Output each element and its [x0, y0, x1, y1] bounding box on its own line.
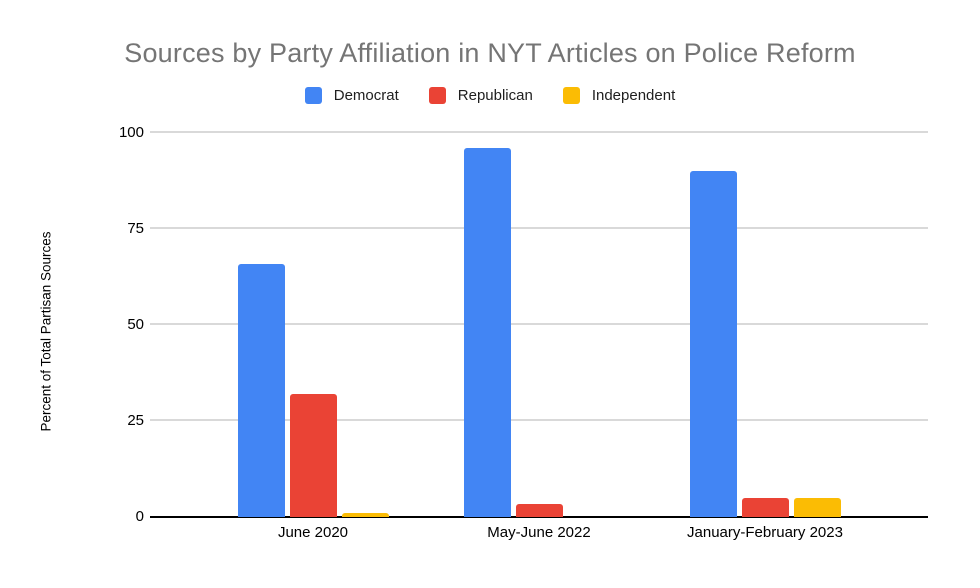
legend-swatch-democrat [304, 87, 322, 104]
bar-group-may-june-2022 [426, 133, 652, 517]
y-tick-label-0: 0 [135, 508, 144, 525]
chart-title: Sources by Party Affiliation in NYT Arti… [124, 38, 856, 68]
legend-label: Republican [457, 87, 533, 104]
x-tick-label-january-february-2023: January-February 2023 [687, 524, 843, 541]
gridline-25 [150, 419, 928, 421]
y-tick-label-25: 25 [127, 412, 144, 429]
legend-swatch-republican [428, 87, 446, 104]
y-tick-label-75: 75 [127, 220, 144, 237]
x-tick-label-may-june-2022: May-June 2022 [487, 524, 591, 541]
gridline-100 [150, 131, 928, 133]
legend-item-republican: Republican [428, 87, 533, 104]
bar-democrat-june-2020 [237, 264, 285, 517]
bar-independent-june-2020 [341, 513, 389, 517]
bar-democrat-may-june-2022 [463, 148, 511, 517]
legend-item-democrat: Democrat [304, 87, 399, 104]
bar-republican-january-february-2023 [741, 498, 789, 517]
bar-groups [150, 133, 928, 517]
y-tick-label-50: 50 [127, 316, 144, 333]
x-axis-line [150, 516, 928, 518]
legend-swatch-independent [562, 87, 580, 104]
bar-group-june-2020 [200, 133, 426, 517]
bar-group-january-february-2023 [652, 133, 878, 517]
bar-democrat-january-february-2023 [689, 171, 737, 517]
legend-label: Independent [591, 87, 676, 104]
legend-item-independent: Independent [562, 87, 676, 104]
legend-label: Democrat [333, 87, 399, 104]
x-tick-labels: June 2020 May-June 2022 January-February 2… [150, 524, 928, 541]
x-tick-label-june-2020: June 2020 [277, 524, 349, 541]
y-tick-label-100: 100 [118, 124, 144, 141]
y-axis-title-text: Percent of Total Partisan Sources [38, 230, 54, 432]
gridline-75 [150, 227, 928, 229]
plot-area [150, 131, 928, 518]
gridline-50 [150, 323, 928, 325]
legend: Democrat Republican Independent [0, 87, 980, 104]
bar-republican-june-2020 [289, 394, 337, 517]
bar-independent-january-february-2023 [793, 498, 841, 517]
bar-republican-may-june-2022 [515, 504, 563, 517]
